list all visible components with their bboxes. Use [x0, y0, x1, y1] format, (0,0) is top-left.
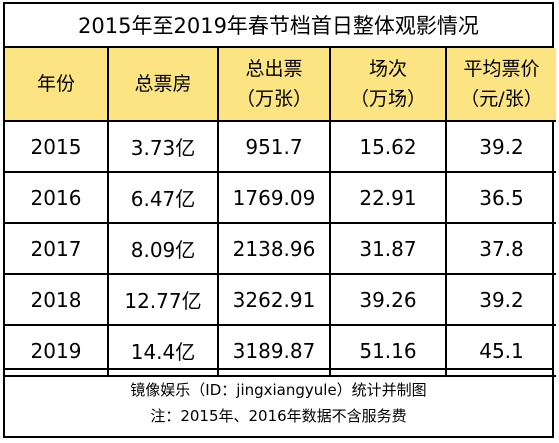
- cell-avg-price: 39.2: [445, 273, 556, 326]
- data-table: 年份 总票房 总出票 （万张） 场次 （万场） 平均票价 （元/张）: [5, 48, 556, 377]
- column-header-unit: （万场）: [349, 88, 426, 110]
- table-row: 2016 6.47亿 1769.09 22.91 36.5: [5, 171, 556, 224]
- column-header-line: 年份: [36, 73, 75, 95]
- cell-tickets: 3262.91: [217, 273, 331, 326]
- column-header-screenings: 场次 （万场）: [329, 48, 447, 122]
- table-title: 2015年至2019年春节档首日整体观影情况: [5, 4, 552, 48]
- column-header-line: 总票房: [134, 73, 192, 95]
- table-row: 2017 8.09亿 2138.96 31.87 37.8: [5, 222, 556, 275]
- source-note: 镜像娱乐（ID：jingxiangyule）统计并制图: [130, 381, 427, 399]
- column-header-unit: （万张）: [235, 88, 312, 110]
- table-footer: 镜像娱乐（ID：jingxiangyule）统计并制图 注：2015年、2016…: [5, 368, 552, 436]
- cell-year: 2018: [5, 273, 109, 326]
- table-row: 2018 12.77亿 3262.91 39.26 39.2: [5, 273, 556, 326]
- cell-tickets: 1769.09: [217, 171, 331, 224]
- cell-box-office: 3.73亿: [107, 120, 219, 173]
- table-card: 2015年至2019年春节档首日整体观影情况 年份 总票房 总出票 （万张） 场…: [3, 2, 556, 438]
- column-header-box-office: 总票房: [107, 48, 219, 122]
- cell-tickets: 951.7: [217, 120, 331, 173]
- cell-box-office: 6.47亿: [107, 171, 219, 224]
- column-header-unit: （元/张）: [460, 88, 543, 110]
- cell-screenings: 22.91: [329, 171, 447, 224]
- cell-year: 2015: [5, 120, 109, 173]
- cell-screenings: 15.62: [329, 120, 447, 173]
- cell-box-office: 8.09亿: [107, 222, 219, 275]
- column-header-line: 平均票价: [463, 58, 540, 80]
- cell-screenings: 31.87: [329, 222, 447, 275]
- cell-avg-price: 37.8: [445, 222, 556, 275]
- cell-year: 2017: [5, 222, 109, 275]
- cell-avg-price: 39.2: [445, 120, 556, 173]
- cell-box-office: 12.77亿: [107, 273, 219, 326]
- cell-avg-price: 36.5: [445, 171, 556, 224]
- cell-year: 2016: [5, 171, 109, 224]
- column-header-line: 场次: [368, 58, 407, 80]
- header-row: 年份 总票房 总出票 （万张） 场次 （万场） 平均票价 （元/张）: [5, 48, 556, 122]
- footnote: 注：2015年、2016年数据不含服务费: [150, 407, 407, 425]
- table-row: 2015 3.73亿 951.7 15.62 39.2: [5, 120, 556, 173]
- column-header-year: 年份: [5, 48, 109, 122]
- column-header-tickets: 总出票 （万张）: [217, 48, 331, 122]
- cell-tickets: 2138.96: [217, 222, 331, 275]
- column-header-avg-price: 平均票价 （元/张）: [445, 48, 556, 122]
- cell-screenings: 39.26: [329, 273, 447, 326]
- column-header-line: 总出票: [245, 58, 303, 80]
